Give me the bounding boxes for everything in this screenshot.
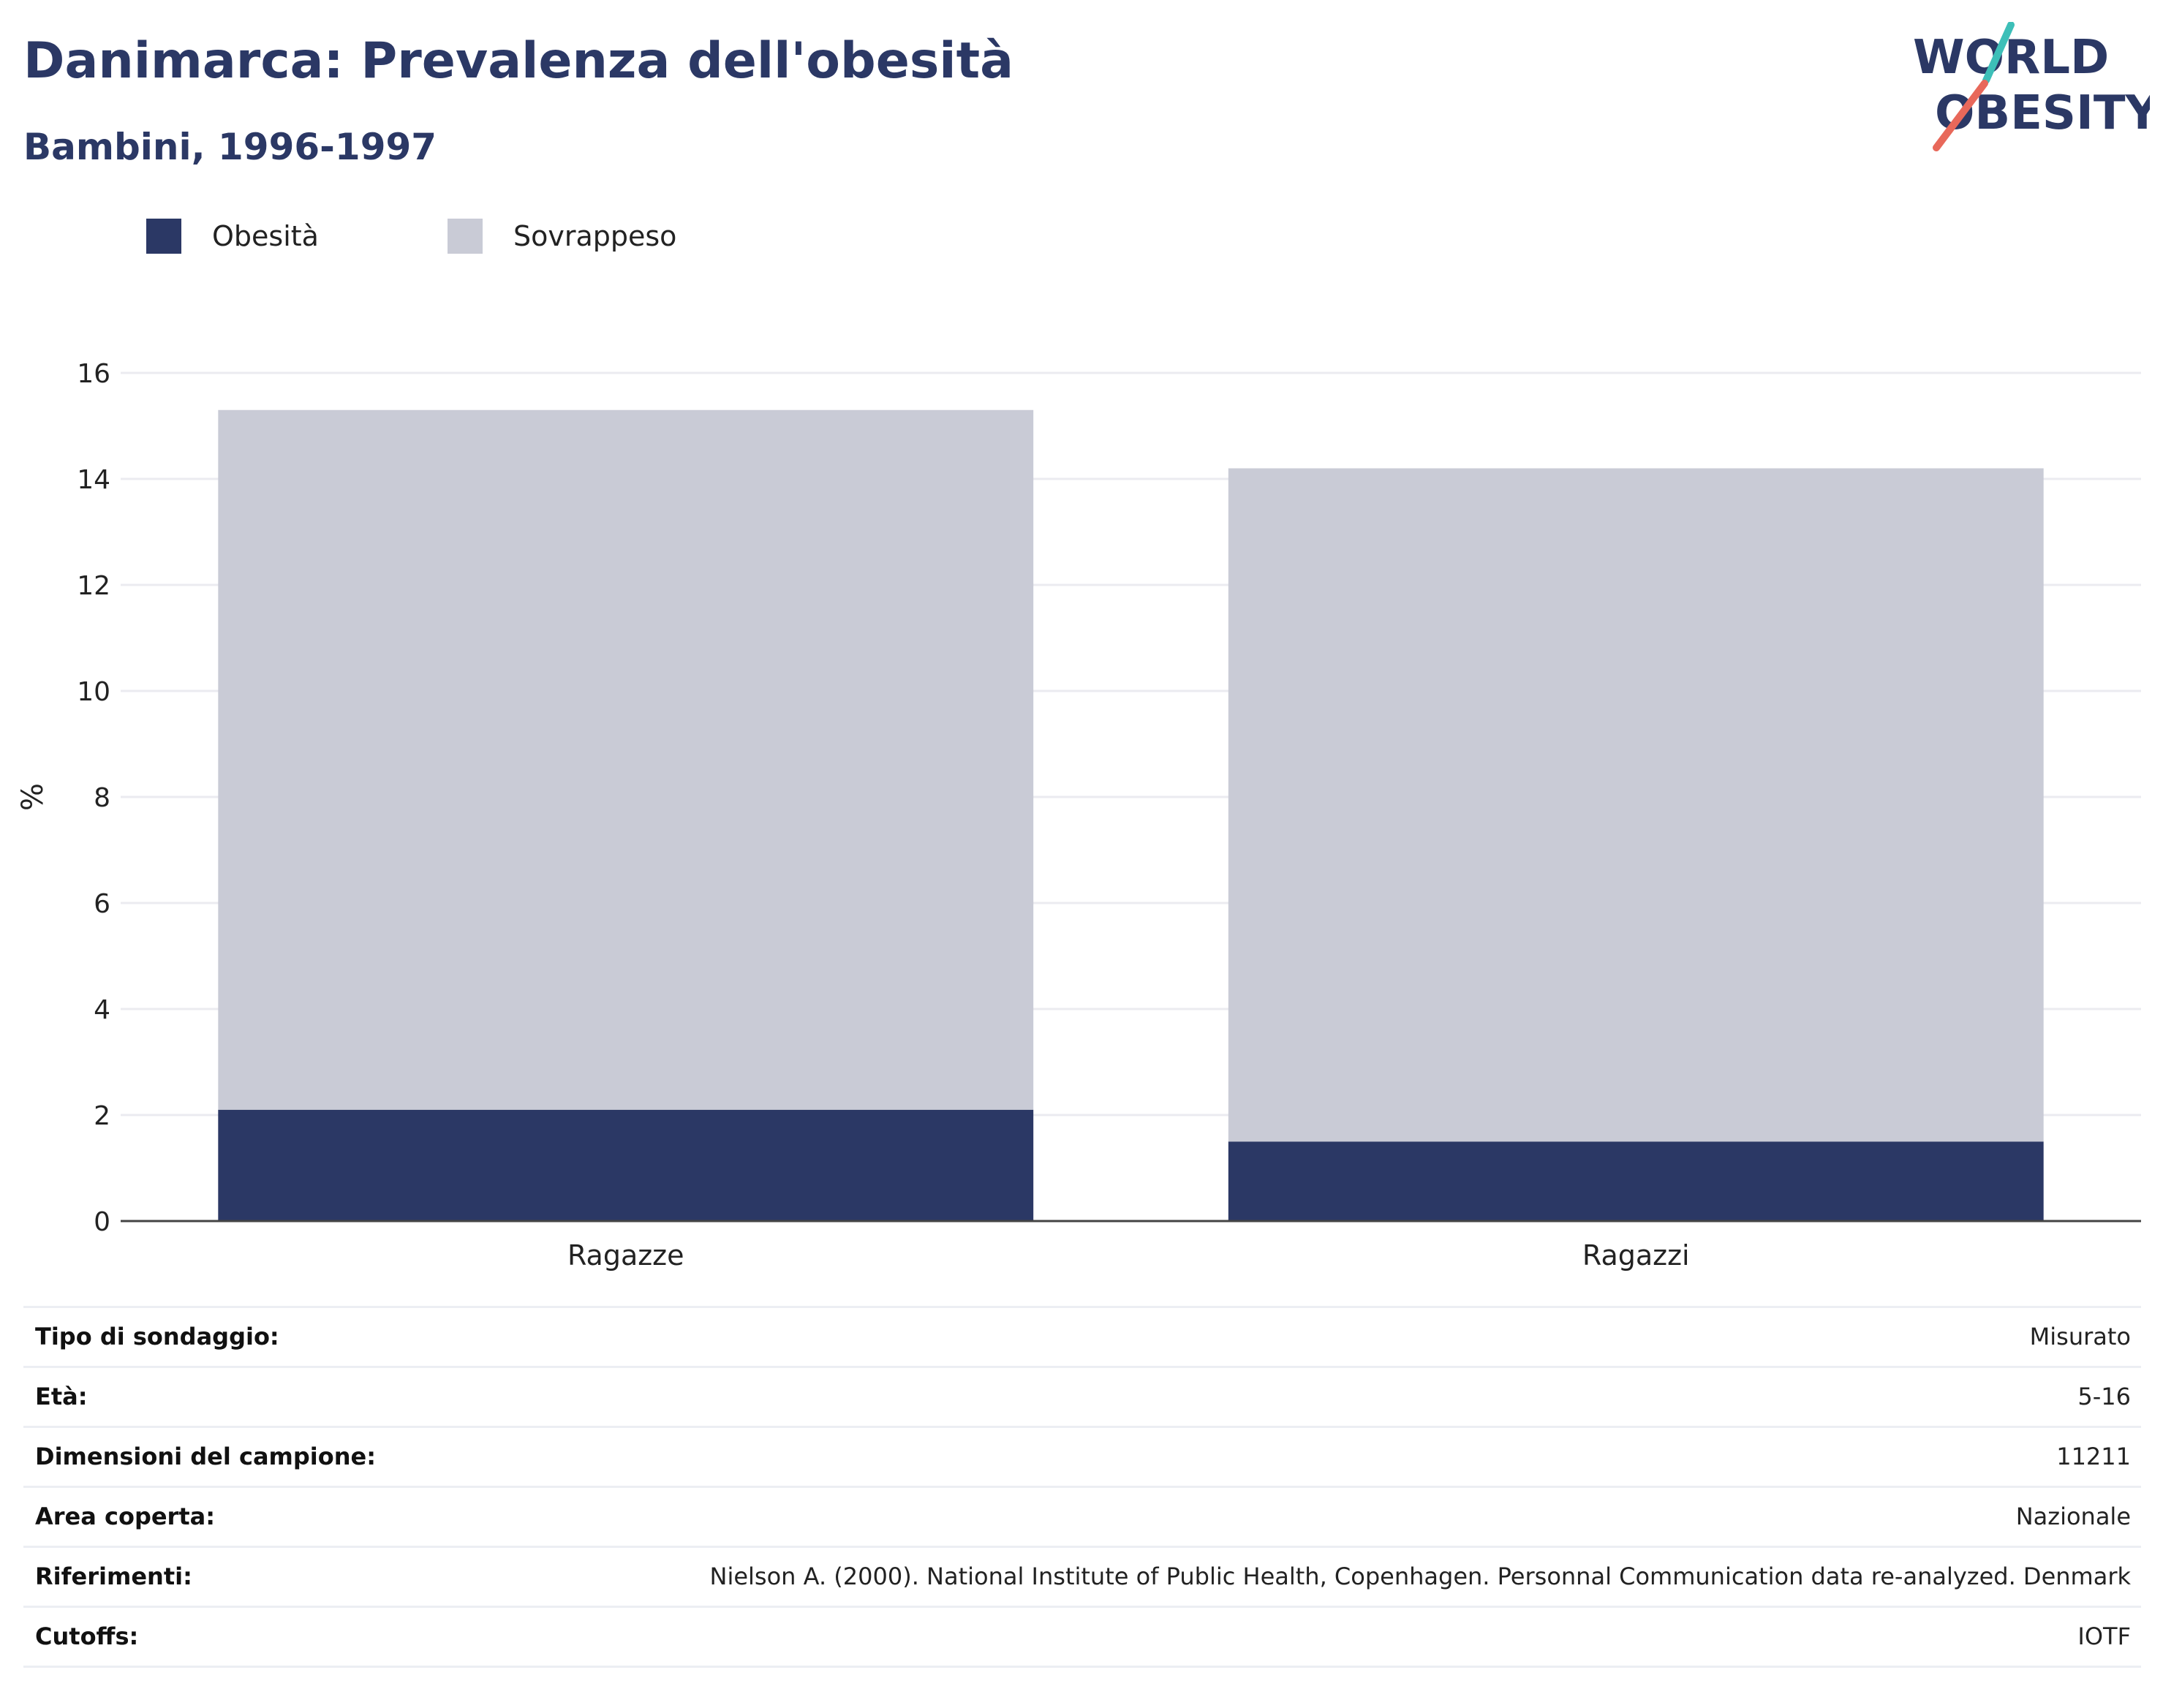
y-tick-label: 6 [94,889,110,919]
y-tick-label: 10 [77,677,110,707]
logo-line-2: OBESITY [1935,86,2150,140]
bar-overweight-ragazze[interactable] [218,409,1034,1110]
info-value-age: 5-16 [2077,1383,2131,1410]
info-label-age: Età: [35,1383,88,1410]
survey-info-table: Tipo di sondaggio: Misurato Età: 5-16 Di… [23,1306,2141,1668]
y-tick-label: 2 [94,1101,110,1131]
info-value-area: Nazionale [2015,1503,2131,1530]
info-value-references: Nielson A. (2000). National Institute of… [709,1562,2132,1590]
logo-slash-teal [1982,22,2015,84]
y-tick-label: 14 [77,465,110,495]
stacked-bar-chart: 0 2 4 6 8 10 12 14 16% Ragazze Ragazzi [16,359,2141,1271]
info-row: Dimensioni del campione: 11211 [23,1426,2141,1486]
chart-title: Danimarca: Prevalenza dell'obesità [23,32,1013,90]
info-value-sample-size: 11211 [2056,1443,2131,1470]
logo-slash-coral [1933,80,1988,151]
info-label-area: Area coperta: [35,1503,216,1530]
bar-overweight-ragazzi[interactable] [1228,468,2044,1142]
y-tick-label: 0 [94,1207,110,1237]
info-label-references: Riferimenti: [35,1562,192,1590]
chart-subtitle: Bambini, 1996-1997 [23,126,437,168]
legend-swatch-obesity [146,219,181,254]
bar-obesity-ragazze[interactable] [218,1109,1034,1221]
info-row: Età: 5-16 [23,1366,2141,1426]
info-row: Area coperta: Nazionale [23,1486,2141,1546]
info-value-survey-type: Misurato [2029,1323,2131,1350]
y-tick-label: 16 [77,359,110,389]
x-tick-label: Ragazzi [1582,1239,1690,1271]
info-label-survey-type: Tipo di sondaggio: [35,1323,279,1350]
info-row: Riferimenti: Nielson A. (2000). National… [23,1546,2141,1606]
info-value-cutoffs: IOTF [2077,1622,2131,1650]
legend-label-obesity: Obesità [212,220,319,252]
x-tick-label: Ragazze [567,1239,684,1271]
info-row: Tipo di sondaggio: Misurato [23,1306,2141,1366]
y-tick-label: 12 [77,571,110,601]
legend-swatch-overweight [448,219,483,254]
legend-label-overweight: Sovrappeso [513,220,677,252]
info-row: Cutoffs: IOTF [23,1606,2141,1668]
y-axis-label: % [16,783,50,811]
logo-line-1: WORLD [1913,31,2109,85]
info-label-cutoffs: Cutoffs: [35,1622,139,1650]
y-tick-label: 4 [94,995,110,1025]
info-label-sample-size: Dimensioni del campione: [35,1443,377,1470]
y-tick-label: 8 [94,783,110,813]
bar-obesity-ragazzi[interactable] [1228,1141,2044,1221]
world-obesity-logo: WORLD OBESITY [1913,22,2150,151]
